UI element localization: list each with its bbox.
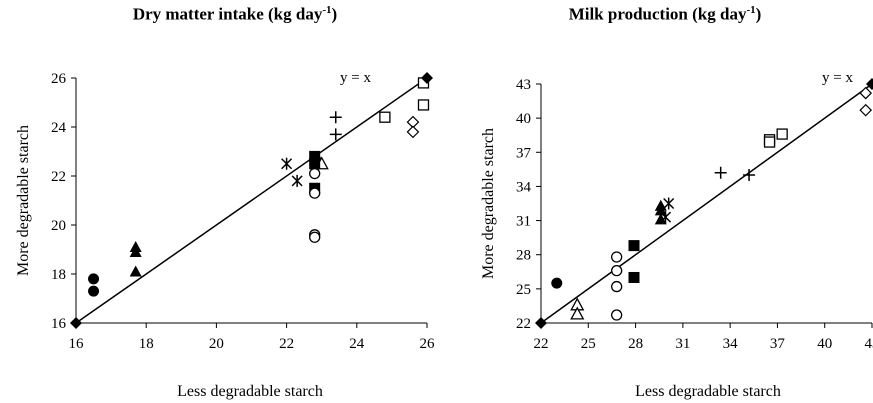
y-tick-label: 24 <box>51 120 67 136</box>
x-tick-label: 20 <box>209 336 224 352</box>
y-tick-label: 25 <box>516 282 531 298</box>
data-point-open-circle <box>309 231 321 243</box>
x-tick-label: 37 <box>770 336 786 352</box>
data-point-filled-triangle <box>654 213 667 225</box>
x-tick-label: 22 <box>534 336 549 352</box>
data-point-filled-diamond <box>70 317 82 329</box>
data-point-open-triangle <box>570 306 585 320</box>
data-point-open-square <box>776 128 788 140</box>
data-point-open-circle <box>611 264 623 277</box>
data-point-open-circle <box>309 167 321 180</box>
data-point-asterisk <box>281 157 293 170</box>
data-point-filled-triangle <box>129 245 142 257</box>
data-point-filled-triangle <box>129 265 142 277</box>
data-point-plus <box>714 166 727 179</box>
data-point-open-diamond <box>406 125 420 139</box>
y-tick-label: 22 <box>516 316 531 332</box>
data-point-open-diamond <box>859 103 873 117</box>
data-point-plus <box>743 169 756 182</box>
y-tick-label: 31 <box>516 214 531 230</box>
data-point-open-circle <box>611 280 623 293</box>
x-tick-label: 34 <box>723 336 739 352</box>
y-axis-label: More degradable starch <box>15 125 32 276</box>
data-point-filled-diamond <box>421 72 433 84</box>
y-tick-label: 37 <box>516 145 532 161</box>
data-point-plus <box>329 111 342 124</box>
data-point-open-circle <box>611 251 623 263</box>
data-point-open-circle <box>309 187 321 199</box>
data-point-filled-circle <box>88 285 100 297</box>
chart-panel-1: 22 25 28 31 34 37 40 43 22 25 28 31 34 37 40 43 Less deg… <box>480 70 873 400</box>
x-tick-label: 40 <box>817 336 832 352</box>
x-tick-label: 26 <box>420 336 436 352</box>
y-tick-label: 18 <box>51 267 66 283</box>
x-tick-label: 28 <box>628 336 643 352</box>
data-point-filled-square <box>309 158 321 170</box>
chart-panel-0: 16 18 20 22 24 26 16 18 20 22 24 26 Less degradable … <box>15 70 435 400</box>
y-axis-label: More degradable starch <box>480 128 497 279</box>
x-tick-label: 22 <box>279 336 294 352</box>
y-equals-x-annotation: y = x <box>340 70 371 86</box>
data-point-filled-triangle <box>654 204 667 216</box>
data-point-filled-diamond <box>866 78 873 90</box>
y-tick-label: 26 <box>51 71 67 87</box>
y-tick-label: 40 <box>516 111 531 127</box>
x-axis-label: Less degradable starch <box>635 383 781 400</box>
data-point-open-square <box>379 111 391 123</box>
y-tick-label: 28 <box>516 248 531 264</box>
y-tick-label: 43 <box>516 77 531 93</box>
y-tick-label: 16 <box>51 316 67 332</box>
x-axis-label: Less degradable starch <box>177 383 323 400</box>
y-tick-label: 20 <box>51 218 66 234</box>
x-tick-label: 31 <box>675 336 690 352</box>
data-point-filled-square <box>309 150 321 162</box>
chart-title-dry-matter: Dry matter intake (kg day-1) <box>132 4 338 24</box>
identity-line <box>540 83 873 324</box>
x-tick-label: 24 <box>349 336 365 352</box>
data-point-open-circle <box>611 309 623 321</box>
y-equals-x-annotation: y = x <box>822 70 853 86</box>
y-tick-label: 22 <box>51 169 66 185</box>
data-point-asterisk <box>663 197 675 210</box>
x-tick-label: 18 <box>139 336 154 352</box>
x-tick-label: 16 <box>69 336 85 352</box>
data-point-asterisk <box>659 211 672 224</box>
y-tick-label: 34 <box>516 179 532 195</box>
identity-line <box>75 77 428 324</box>
x-tick-label: 43 <box>865 336 873 352</box>
data-point-open-diamond <box>859 86 873 100</box>
data-point-filled-circle <box>551 277 563 289</box>
x-tick-label: 25 <box>581 336 596 352</box>
data-point-plus <box>329 128 342 141</box>
data-point-asterisk <box>291 174 303 187</box>
data-point-open-square <box>763 136 776 148</box>
data-point-filled-square <box>628 271 640 283</box>
data-point-filled-circle <box>88 273 100 285</box>
data-point-filled-diamond <box>535 317 547 329</box>
data-point-open-square <box>417 99 430 111</box>
data-point-filled-square <box>628 240 640 252</box>
chart-title-milk-production: Milk production (kg day-1) <box>568 4 762 24</box>
